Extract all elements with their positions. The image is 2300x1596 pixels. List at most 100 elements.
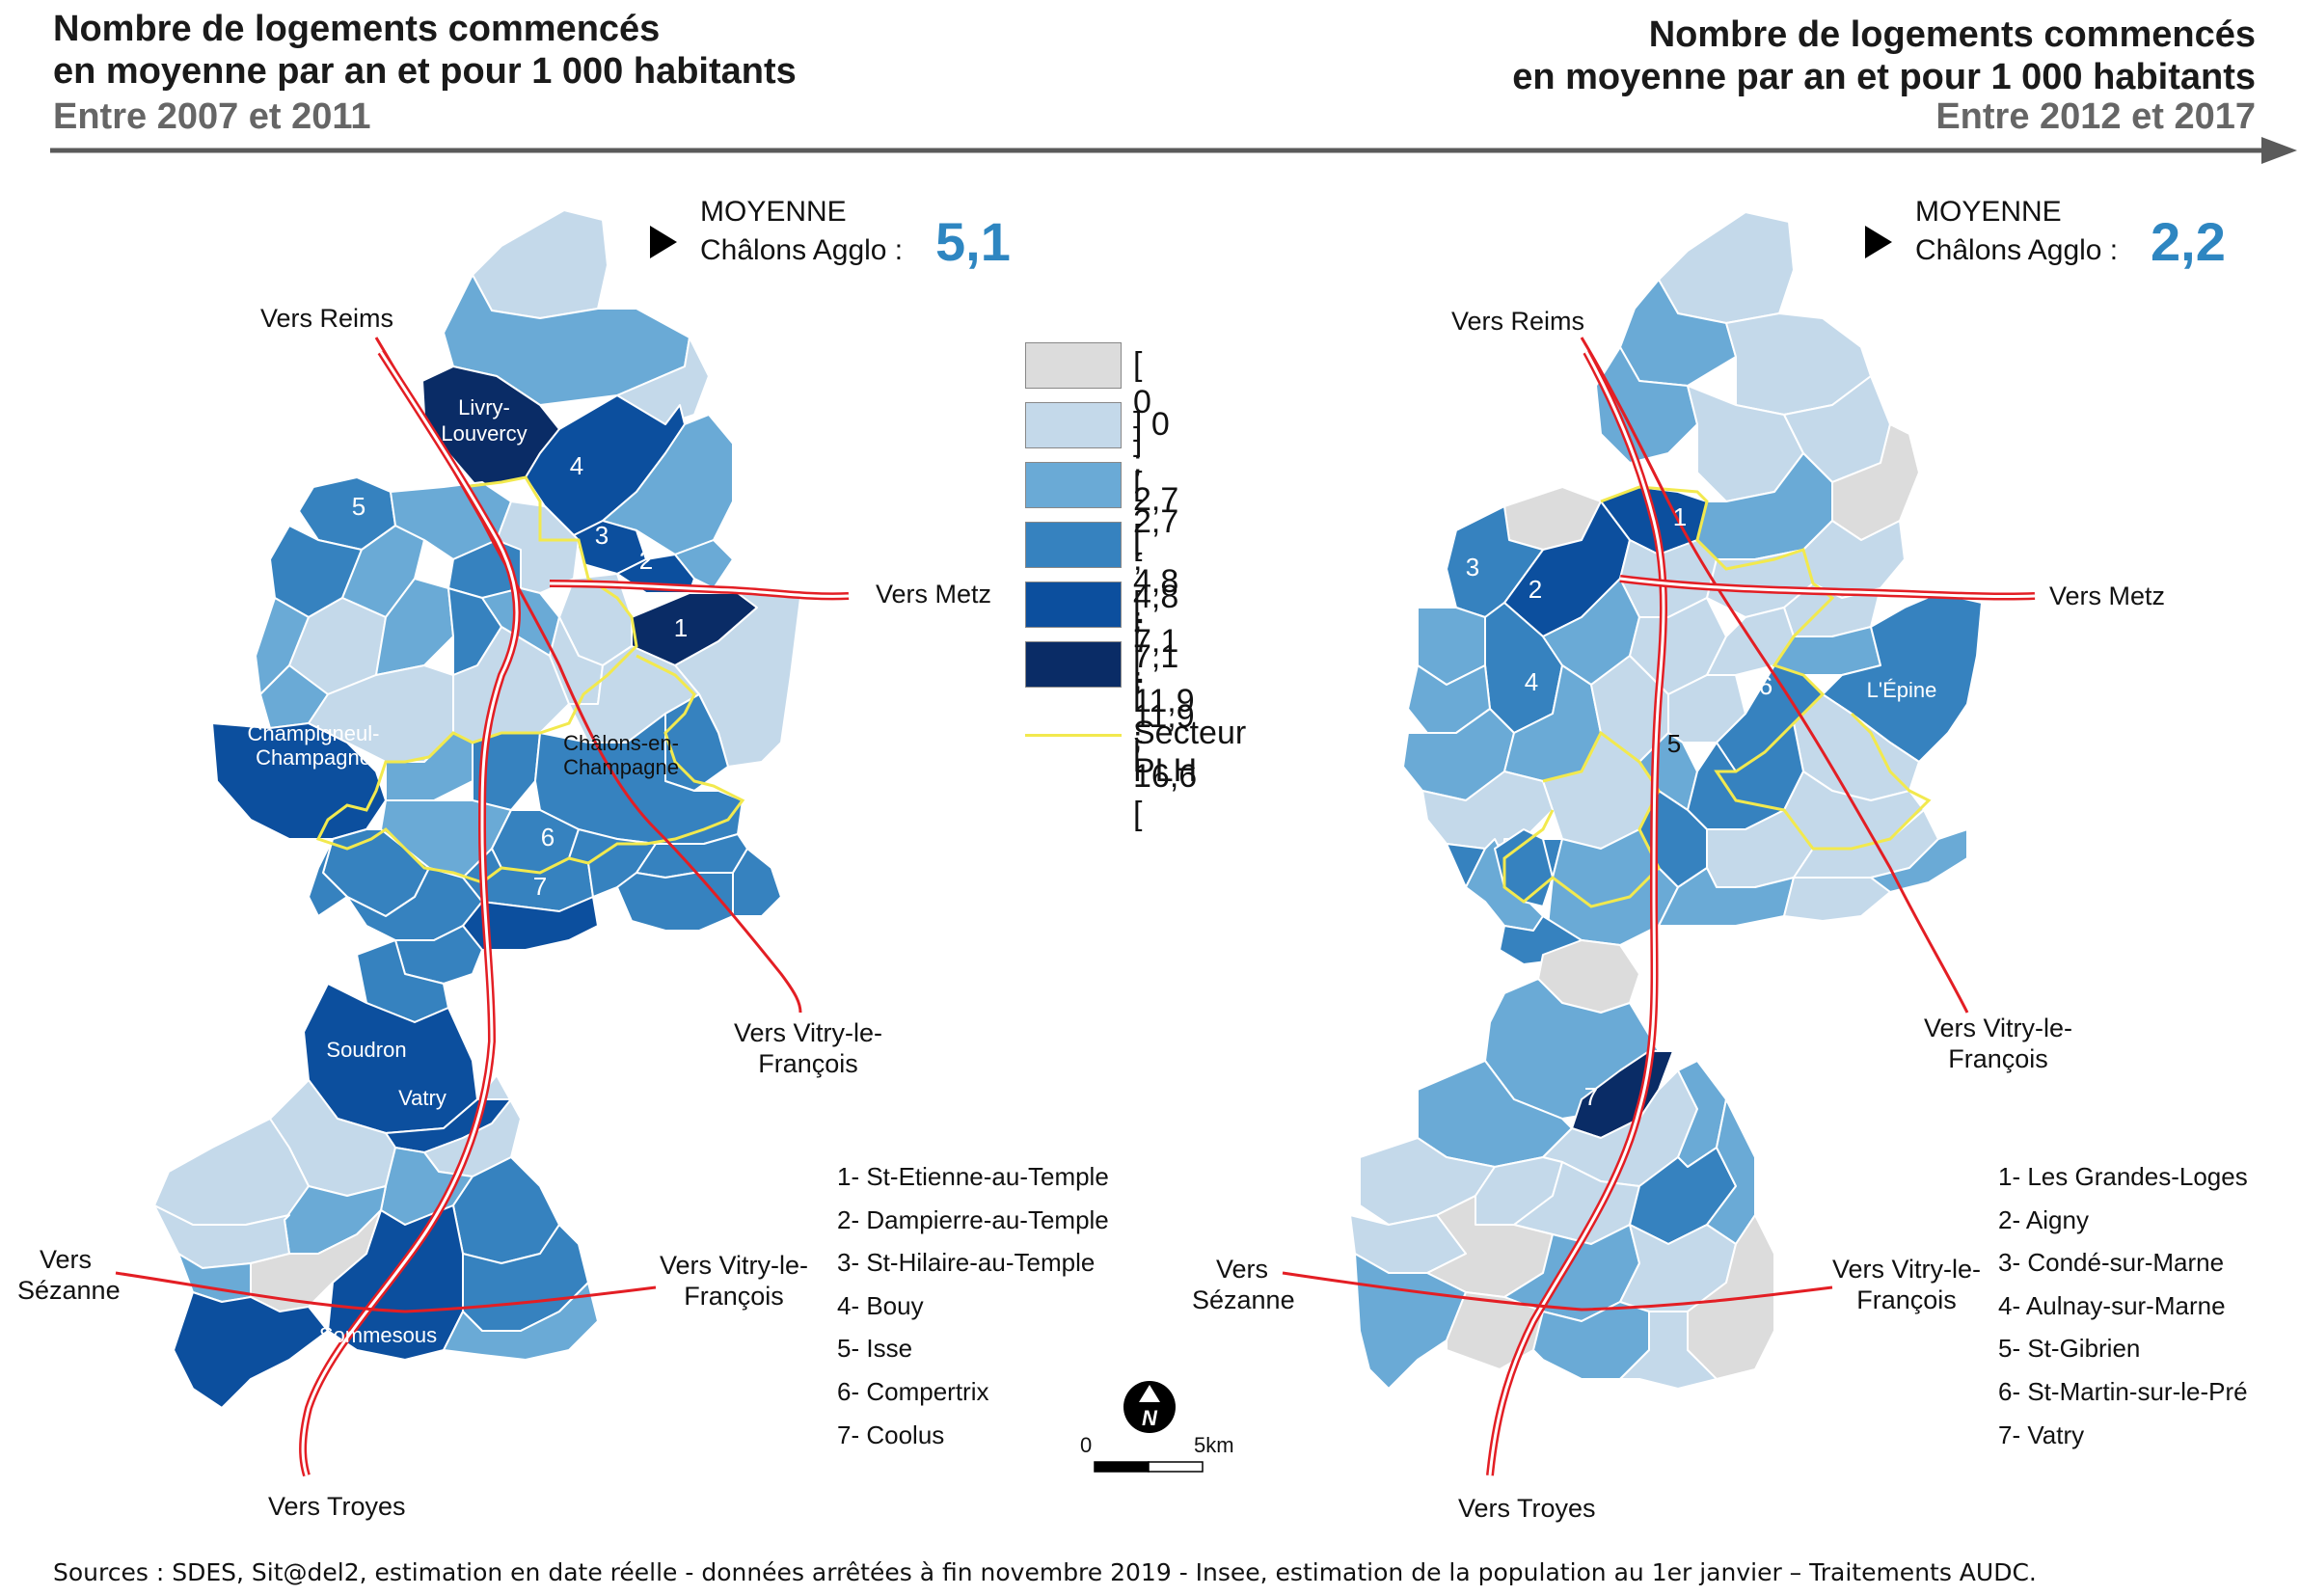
legend-swatch-4 bbox=[1025, 582, 1122, 628]
right-title-line1: Nombre de logements commencés bbox=[1648, 14, 2256, 55]
right-dir-vitry-east: Vers Vitry-le- François bbox=[1911, 1013, 2085, 1074]
right-list-item: 5- St-Gibrien bbox=[1998, 1334, 2141, 1364]
left-map bbox=[153, 209, 801, 1409]
right-num-1: 1 bbox=[1673, 502, 1687, 531]
left-dir-vitry-south: Vers Vitry-le- François bbox=[648, 1250, 820, 1312]
right-num-2: 2 bbox=[1529, 575, 1542, 604]
left-dir-reims: Vers Reims bbox=[260, 304, 394, 333]
right-plh-boundary-2 bbox=[1502, 730, 1661, 908]
left-list-item: 4- Bouy bbox=[837, 1290, 924, 1320]
right-commune bbox=[1783, 877, 1891, 922]
label-soudron: Soudron bbox=[326, 1038, 406, 1062]
right-dir-troyes: Vers Troyes bbox=[1458, 1494, 1596, 1523]
left-list-item: 7- Coolus bbox=[837, 1420, 945, 1449]
left-average-label1: MOYENNE bbox=[700, 196, 847, 228]
right-num-7: 7 bbox=[1584, 1082, 1598, 1111]
legend-swatch-3 bbox=[1025, 522, 1122, 568]
left-dir-troyes: Vers Troyes bbox=[268, 1492, 406, 1521]
source-note: Sources : SDES, Sit@del2, estimation en … bbox=[53, 1558, 2037, 1586]
right-average-value: 2,2 bbox=[2151, 211, 2226, 272]
scale-bar bbox=[1094, 1461, 1204, 1473]
play-triangle-icon bbox=[1865, 226, 1892, 258]
label-chalons-1: Châlons-en- bbox=[563, 731, 679, 755]
right-list-item: 4- Aulnay-sur-Marne bbox=[1998, 1290, 2226, 1320]
label-livry-1: Livry- bbox=[458, 395, 510, 419]
left-period: Entre 2007 et 2011 bbox=[53, 96, 371, 137]
left-commune bbox=[173, 1291, 329, 1409]
left-num-5: 5 bbox=[352, 492, 365, 521]
right-dir-reims: Vers Reims bbox=[1451, 307, 1585, 336]
left-num-6: 6 bbox=[541, 823, 555, 852]
svg-text:N: N bbox=[1142, 1406, 1158, 1430]
right-average-label2: Châlons Agglo : bbox=[1915, 234, 2119, 266]
label-vatry: Vatry bbox=[398, 1086, 446, 1110]
right-num-4: 4 bbox=[1525, 667, 1538, 696]
legend-swatch-5 bbox=[1025, 641, 1122, 688]
right-commune bbox=[1421, 771, 1554, 850]
legend-label-3: [ 4,8 ; 7,1 [ bbox=[1133, 526, 1179, 713]
left-dir-sezanne-2: Sézanne bbox=[17, 1276, 121, 1305]
legend-swatch-2 bbox=[1025, 462, 1122, 508]
legend-label-4: [ 7,1 ; 11,9 [ bbox=[1133, 585, 1195, 772]
left-dir-metz: Vers Metz bbox=[876, 580, 992, 609]
left-average-value: 5,1 bbox=[935, 211, 1011, 272]
left-commune-list: 1- St-Etienne-au-Temple 2- Dampierre-au-… bbox=[837, 1155, 1109, 1456]
right-list-item: 2- Aigny bbox=[1998, 1204, 2089, 1234]
left-title-line1: Nombre de logements commencés bbox=[53, 9, 661, 49]
right-plh-boundary bbox=[1600, 485, 1932, 851]
right-dir-vitry-south-1: Vers Vitry-le- bbox=[1831, 1255, 1982, 1284]
left-roads bbox=[115, 337, 850, 1477]
left-num-3: 3 bbox=[595, 521, 609, 550]
right-num-3: 3 bbox=[1466, 553, 1479, 582]
left-dir-vitry-east: Vers Vitry-le- François bbox=[721, 1017, 895, 1079]
label-sommesous: Sommesous bbox=[319, 1323, 437, 1347]
right-commune bbox=[1658, 211, 1795, 324]
left-dir-vitry-east-2: François bbox=[758, 1049, 858, 1078]
right-list-item: 6- St-Martin-sur-le-Pré bbox=[1998, 1376, 2248, 1406]
left-commune bbox=[443, 1282, 599, 1361]
timeline-arrow bbox=[50, 137, 2297, 164]
play-triangle-icon bbox=[650, 226, 677, 258]
left-commune bbox=[472, 209, 609, 319]
left-num-7: 7 bbox=[533, 872, 547, 901]
left-list-item: 3- St-Hilaire-au-Temple bbox=[837, 1248, 1096, 1278]
left-commune bbox=[616, 872, 734, 932]
left-num-2: 2 bbox=[639, 546, 653, 575]
right-roads bbox=[1282, 337, 2036, 1476]
right-title-line2: en moyenne par an et pour 1 000 habitant… bbox=[1512, 57, 2256, 97]
north-arrow-icon: N bbox=[1123, 1381, 1176, 1433]
legend-swatch-1 bbox=[1025, 402, 1122, 448]
right-list-item: 3- Condé-sur-Marne bbox=[1998, 1248, 2225, 1278]
right-dir-sezanne-1: Vers bbox=[1215, 1255, 1269, 1284]
right-average-label1: MOYENNE bbox=[1915, 196, 2062, 228]
left-title: Nombre de logements commencés en moyenne… bbox=[53, 8, 797, 93]
right-commune-list: 1- Les Grandes-Loges 2- Aigny 3- Condé-s… bbox=[1998, 1155, 2248, 1456]
right-num-5: 5 bbox=[1667, 729, 1681, 758]
left-dir-sezanne: Vers Sézanne bbox=[17, 1244, 121, 1306]
right-dir-sezanne: Vers Sézanne bbox=[1192, 1254, 1295, 1315]
legend-label-0: [ 0 ] bbox=[1133, 346, 1151, 458]
left-dir-sezanne-1: Vers bbox=[39, 1245, 93, 1274]
left-list-item: 2- Dampierre-au-Temple bbox=[837, 1204, 1109, 1234]
left-list-item: 5- Isse bbox=[837, 1334, 913, 1364]
left-plh-boundary bbox=[315, 475, 745, 884]
right-commune bbox=[1619, 1311, 1718, 1390]
scale-end: 5km bbox=[1194, 1433, 1234, 1457]
left-map-labels: Livry- Louvercy 4 5 3 2 1 Champigneul- C… bbox=[248, 395, 689, 1347]
label-champigneul-2: Champagne bbox=[256, 745, 371, 770]
left-dir-vitry-south-1: Vers Vitry-le- bbox=[659, 1251, 809, 1280]
left-dir-vitry-south-2: François bbox=[684, 1282, 784, 1311]
right-dir-metz: Vers Metz bbox=[2049, 582, 2166, 610]
right-list-item: 1- Les Grandes-Loges bbox=[1998, 1162, 2248, 1191]
legend-swatch-0 bbox=[1025, 342, 1122, 389]
legend-label-2: [ 2,7 ; 4,8 [ bbox=[1133, 466, 1179, 653]
right-dir-vitry-south-2: François bbox=[1856, 1285, 1957, 1314]
legend-label-5: [ 11,9 ; 16,6 [ bbox=[1133, 645, 1198, 832]
right-map-labels: 1 3 2 4 6 L'Épine 5 7 bbox=[1466, 502, 1937, 1111]
right-dir-vitry-east-2: François bbox=[1948, 1044, 2048, 1073]
left-average-label2: Châlons Agglo : bbox=[700, 234, 904, 266]
left-dir-vitry-east-1: Vers Vitry-le- bbox=[733, 1018, 883, 1047]
left-list-item: 6- Compertrix bbox=[837, 1376, 989, 1406]
right-dir-vitry-east-1: Vers Vitry-le- bbox=[1923, 1014, 2073, 1042]
